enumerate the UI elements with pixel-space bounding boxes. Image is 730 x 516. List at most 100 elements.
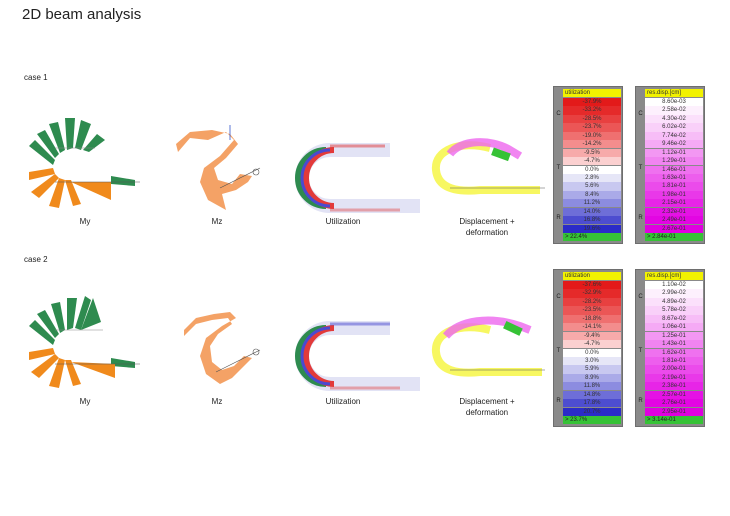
legend-row: 1.25e-01 (645, 331, 703, 340)
legend-row: -32.9% (563, 289, 621, 298)
legend-row: 14.8% (563, 390, 621, 399)
legend-row: -23.5% (563, 306, 621, 315)
legend-row: 6.02e-02 (645, 123, 703, 132)
legend-row: 14.0% (563, 207, 621, 216)
mz-diagram-fill (184, 312, 252, 384)
legend-row: 11.8% (563, 382, 621, 391)
legend-row: 17.8% (563, 399, 621, 408)
legend-row: 5.6% (563, 182, 621, 191)
legend-side-label: R (556, 215, 561, 221)
legend-row: -18.8% (563, 314, 621, 323)
utilization-legend-title: utilization (563, 89, 621, 97)
legend-row: 0.0% (563, 165, 621, 174)
case-1-label: case 1 (24, 73, 48, 82)
utilization-label-case-1: Utilization (325, 217, 361, 226)
legend-row: -4.7% (563, 157, 621, 166)
legend-rows: 1.10e-02 2.99e-02 4.89e-02 5.78e-02 8.67e-02… (645, 281, 703, 416)
legend-footer: > 22.4% (563, 233, 621, 241)
legend-side-label: C (638, 111, 643, 117)
legend-row: 2.19e-01 (645, 373, 703, 382)
legend-row: 2.15e-01 (645, 199, 703, 208)
legend-row: 2.95e-01 (645, 407, 703, 416)
legend-side-label: R (556, 398, 561, 404)
displacement-legend-title: res.disp.[cm] (645, 272, 703, 280)
legend-row: -23.7% (563, 123, 621, 132)
legend-row: 1.10e-02 (645, 281, 703, 290)
utilization-diagram-case-2 (295, 321, 420, 391)
legend-row: 2.76e-01 (645, 399, 703, 408)
legend-row: 2.67e-01 (645, 224, 703, 233)
utilization-label-case-2: Utilization (325, 397, 361, 406)
legend-row: -37.6% (563, 281, 621, 290)
legend-row: -14.2% (563, 140, 621, 149)
legend-row: 1.29e-01 (645, 157, 703, 166)
mz-label-case-1: Mz (211, 217, 223, 226)
legend-row: 2.00e-01 (645, 365, 703, 374)
my-diagram-negative (29, 348, 140, 388)
legend-row: 4.30e-02 (645, 114, 703, 124)
legend-row: 8.9% (563, 373, 621, 382)
legend-row: -9.4% (563, 331, 621, 340)
legend-row: 7.74e-02 (645, 131, 703, 140)
legend-side-label: T (556, 165, 561, 171)
legend-row: 3.0% (563, 356, 621, 366)
legend-side-label: R (638, 215, 643, 221)
legend-rows: -37.6% -32.9% -28.2% -23.5% -18.8% -14.1% -9.4… (563, 281, 621, 416)
legend-row: -9.5% (563, 148, 621, 157)
legend-row: 2.38e-01 (645, 382, 703, 391)
mz-label-case-2: Mz (211, 397, 223, 406)
legend-row: 2.57e-01 (645, 390, 703, 399)
legend-row: 1.12e-01 (645, 148, 703, 157)
legend-row: 2.49e-01 (645, 216, 703, 225)
utilization-legend-case-2: utilization C T R -37.6% -32.9% -28.2% -23.… (553, 269, 623, 427)
legend-side-label: C (556, 294, 561, 300)
my-diagram-positive (29, 296, 135, 368)
my-moment-diagram-case-2 (29, 296, 140, 388)
displacement-legend-case-1: res.disp.[cm] C T R 8.60e-03 2.58e-02 4.30… (635, 86, 705, 244)
legend-row: 4.89e-02 (645, 297, 703, 307)
legend-row: 1.06e-01 (645, 323, 703, 332)
legend-row: -28.5% (563, 114, 621, 124)
legend-rows: -37.9% -33.2% -28.5% -23.7% -19.0% -14.2% -9.5… (563, 98, 621, 233)
legend-row: 1.43e-01 (645, 340, 703, 349)
displacement-label-case-2: Displacement + deformation (459, 397, 515, 417)
legend-row: 2.32e-01 (645, 207, 703, 216)
legend-side-label: T (638, 165, 643, 171)
displacement-label-case-1: Displacement + deformation (459, 217, 515, 237)
legend-row: 2.58e-02 (645, 106, 703, 115)
legend-row: -4.7% (563, 340, 621, 349)
legend-row: 1.81e-01 (645, 182, 703, 191)
legend-row: 20.7% (563, 407, 621, 416)
legend-row: 5.9% (563, 365, 621, 374)
mz-diagram-fill (176, 130, 252, 210)
legend-row: 16.8% (563, 216, 621, 225)
mz-moment-diagram-case-1 (176, 125, 261, 210)
displacement-diagram-case-2 (432, 316, 545, 377)
case-2-label: case 2 (24, 255, 48, 264)
legend-rows: 8.60e-03 2.58e-02 4.30e-02 6.02e-02 7.74e-02… (645, 98, 703, 233)
displacement-legend-title: res.disp.[cm] (645, 89, 703, 97)
my-label-case-2: My (79, 397, 91, 406)
legend-row: -14.1% (563, 323, 621, 332)
legend-row: 1.62e-01 (645, 348, 703, 357)
legend-side-label: C (638, 294, 643, 300)
legend-side-label: T (638, 348, 643, 354)
legend-row: 19.6% (563, 224, 621, 233)
legend-footer: > 3.14e-01 (645, 416, 703, 424)
legend-footer: > 23.7% (563, 416, 621, 424)
my-diagram-positive (29, 118, 135, 186)
my-diagram-negative (29, 168, 140, 208)
displacement-diagram-case-1 (432, 138, 545, 195)
page-title: 2D beam analysis (22, 6, 142, 23)
legend-row: 8.4% (563, 190, 621, 199)
legend-row: 1.63e-01 (645, 173, 703, 183)
legend-row: 8.60e-03 (645, 98, 703, 107)
utilization-legend-title: utilization (563, 272, 621, 280)
my-moment-diagram-case-1 (29, 118, 140, 208)
legend-row: 5.78e-02 (645, 306, 703, 315)
my-label-case-1: My (79, 217, 91, 226)
legend-row: 9.46e-02 (645, 140, 703, 149)
legend-row: 8.67e-02 (645, 314, 703, 323)
legend-row: 2.8% (563, 173, 621, 183)
utilization-diagram-case-1 (295, 143, 420, 213)
